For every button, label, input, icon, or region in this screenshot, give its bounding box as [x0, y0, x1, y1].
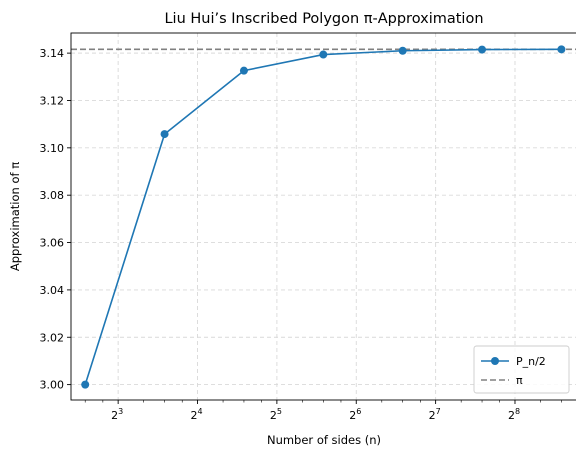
legend: P_n/2 π: [473, 345, 570, 394]
y-tick-label: 3.08: [40, 189, 65, 202]
y-axis-ticks: 3.00 3.02 3.04 3.06 3.08 3.10 3.12 3.14: [40, 47, 71, 392]
y-axis-label: Approximation of π: [8, 162, 22, 271]
data-point: [398, 46, 407, 55]
series-layer: [71, 45, 576, 389]
x-tick-label: 26: [349, 407, 361, 422]
data-point: [478, 45, 487, 54]
y-tick-label: 3.12: [40, 94, 65, 107]
x-tick-label: 24: [190, 407, 202, 422]
y-tick-label: 3.10: [40, 142, 65, 155]
legend-label: π: [516, 374, 523, 387]
data-point: [319, 50, 328, 59]
x-tick-label: 27: [429, 407, 441, 422]
chart-title: Liu Hui’s Inscribed Polygon π-Approximat…: [164, 11, 483, 27]
y-tick-label: 3.02: [40, 331, 65, 344]
x-axis-label: Number of sides (n): [267, 433, 381, 447]
x-tick-label: 23: [111, 407, 123, 422]
y-tick-label: 3.14: [40, 47, 65, 60]
data-point: [239, 66, 248, 75]
series-line-p-n-2: [84, 48, 562, 385]
y-tick-label: 3.04: [40, 284, 65, 297]
data-point: [557, 45, 566, 54]
x-tick-label: 28: [508, 407, 520, 422]
x-tick-label: 25: [270, 407, 282, 422]
grid: [71, 33, 576, 400]
legend-marker-swatch: [491, 357, 499, 365]
legend-box: [473, 345, 570, 394]
plot-area-frame: [70, 32, 576, 401]
data-point: [81, 380, 90, 389]
legend-label: P_n/2: [516, 355, 546, 368]
data-point: [160, 130, 169, 139]
x-axis-ticks: 23 24 25 26 27 28: [84, 400, 562, 422]
y-tick-label: 3.06: [40, 237, 65, 250]
y-tick-label: 3.00: [40, 379, 65, 392]
